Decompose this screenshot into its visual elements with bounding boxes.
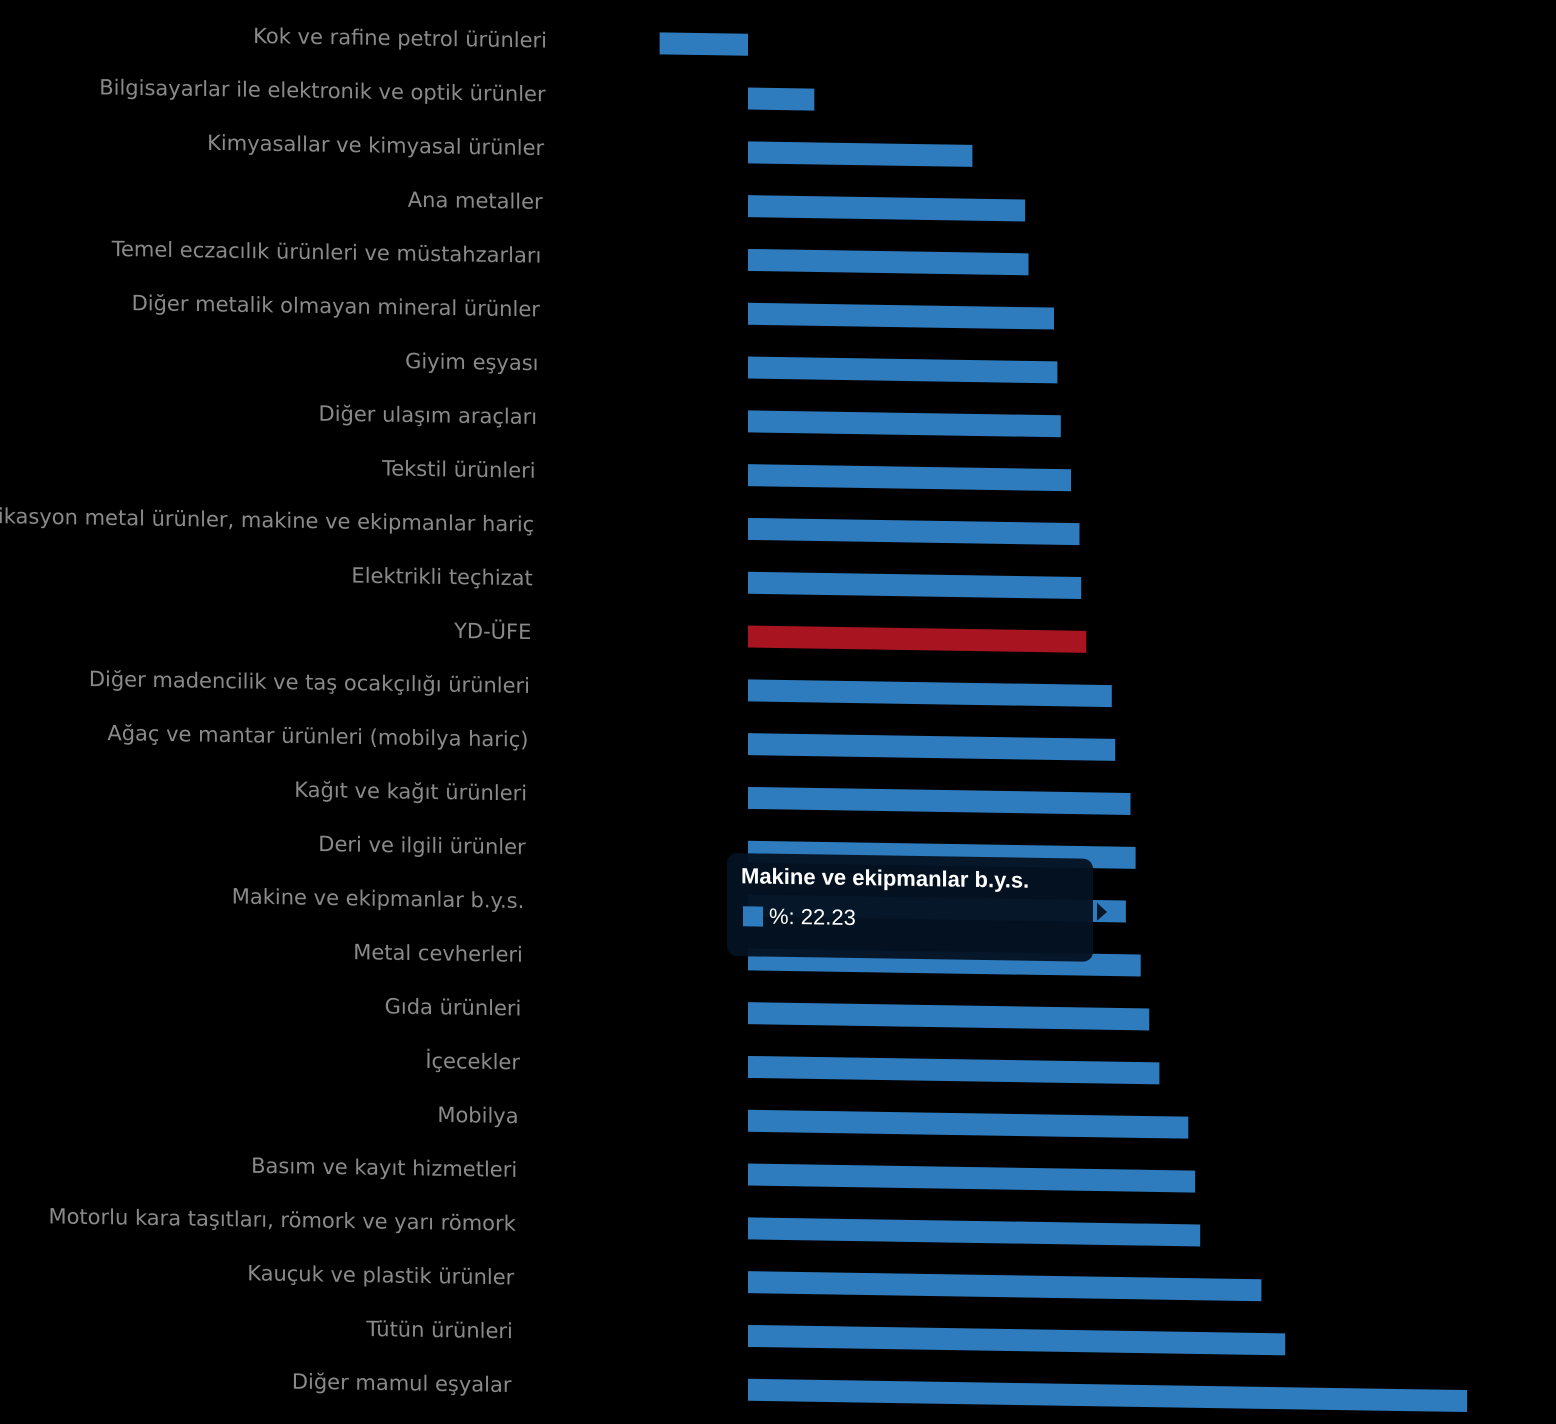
bar-11[interactable] xyxy=(748,625,1087,653)
category-label-22: Motorlu kara taşıtları, römork ve yarı r… xyxy=(48,1204,516,1235)
category-label-20: Mobilya xyxy=(437,1103,518,1128)
category-label-8: Tekstil ürünleri xyxy=(381,456,536,482)
bar-3[interactable] xyxy=(748,195,1026,222)
bar-21[interactable] xyxy=(748,1163,1196,1193)
bar-9[interactable] xyxy=(748,517,1080,546)
bar-23[interactable] xyxy=(748,1271,1262,1302)
category-label-6: Giyim eşyası xyxy=(405,349,538,375)
bar-7[interactable] xyxy=(748,410,1061,438)
bar-5[interactable] xyxy=(748,302,1054,330)
category-label-3: Ana metaller xyxy=(408,188,543,214)
bars xyxy=(659,32,1468,1413)
category-label-7: Diğer ulaşım araçları xyxy=(319,402,538,429)
category-label-0: Kok ve rafine petrol ürünleri xyxy=(253,24,547,53)
bar-19[interactable] xyxy=(748,1055,1160,1085)
bar-18[interactable] xyxy=(748,1002,1150,1031)
category-label-5: Diğer metalik olmayan mineral ürünler xyxy=(132,291,541,321)
category-label-9: Fabrikasyon metal ürünler, makine ve eki… xyxy=(0,503,534,536)
category-label-14: Kağıt ve kağıt ürünleri xyxy=(294,778,527,806)
category-label-1: Bilgisayarlar ile elektronik ve optik ür… xyxy=(99,75,546,106)
bar-10[interactable] xyxy=(748,571,1082,599)
category-label-2: Kimyasallar ve kimyasal ürünler xyxy=(207,131,544,160)
category-label-15: Deri ve ilgili ürünler xyxy=(318,832,526,859)
category-label-13: Ağaç ve mantar ürünleri (mobilya hariç) xyxy=(107,721,528,752)
series-swatch-icon xyxy=(743,906,763,927)
category-label-4: Temel eczacılık ürünleri ve müstahzarlar… xyxy=(111,237,542,268)
tooltip-caret xyxy=(1097,902,1107,921)
tooltip-value: %: 22.23 xyxy=(769,903,856,931)
bar-6[interactable] xyxy=(748,356,1058,384)
category-label-16: Makine ve ekipmanlar b.y.s. xyxy=(232,884,525,913)
category-label-25: Diğer mamul eşyalar xyxy=(292,1370,512,1397)
category-label-12: Diğer madencilik ve taş ocakçılığı ürünl… xyxy=(89,667,530,698)
category-label-19: İçecekler xyxy=(425,1048,520,1074)
category-label-11: YD-ÜFE xyxy=(453,618,531,644)
tooltip-value-row: %: 22.23 xyxy=(743,903,856,931)
tooltip-title: Makine ve ekipmanlar b.y.s. xyxy=(741,863,1030,893)
bar-12[interactable] xyxy=(748,679,1112,708)
bar-0[interactable] xyxy=(659,32,748,56)
bar-22[interactable] xyxy=(748,1217,1201,1247)
category-label-23: Kauçuk ve plastik ürünler xyxy=(247,1261,514,1289)
category-label-10: Elektrikli teçhizat xyxy=(351,564,532,591)
bar-8[interactable] xyxy=(748,464,1071,492)
category-label-17: Metal cevherleri xyxy=(353,940,523,967)
bar-25[interactable] xyxy=(748,1378,1468,1413)
bar-24[interactable] xyxy=(748,1324,1286,1356)
category-labels: Kok ve rafine petrol ürünleri Bilgisayarl… xyxy=(0,24,547,1397)
chart-tooltip: Makine ve ekipmanlar b.y.s. %: 22.23 xyxy=(727,853,1107,962)
bar-20[interactable] xyxy=(748,1109,1189,1139)
bar-13[interactable] xyxy=(748,733,1116,761)
category-label-18: Gıda ürünleri xyxy=(385,994,522,1020)
bar-14[interactable] xyxy=(748,786,1131,815)
bar-4[interactable] xyxy=(748,248,1029,276)
category-label-21: Basım ve kayıt hizmetleri xyxy=(251,1154,517,1182)
bar-1[interactable] xyxy=(748,87,815,111)
bar-2[interactable] xyxy=(748,141,973,167)
category-label-24: Tütün ürünleri xyxy=(365,1317,513,1343)
